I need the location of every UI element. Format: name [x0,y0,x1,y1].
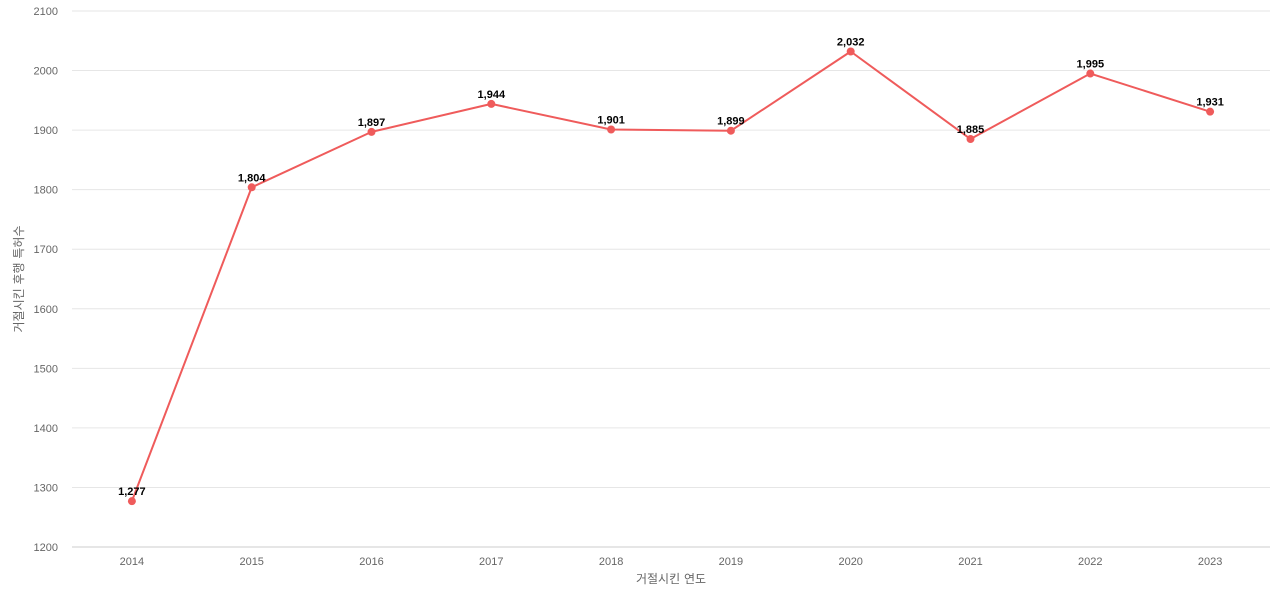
data-point[interactable] [487,99,496,108]
y-tick-label: 1500 [34,363,58,375]
y-tick-label: 1600 [34,304,58,316]
y-tick-label: 1300 [34,482,58,494]
data-label: 2,032 [837,36,865,48]
x-tick-label: 2019 [719,556,743,568]
x-tick-label: 2022 [1078,556,1102,568]
data-label: 1,897 [358,117,386,129]
x-tick-label: 2020 [838,556,862,568]
x-tick-label: 2014 [120,556,144,568]
data-point[interactable] [127,497,136,506]
grid-layer [72,10,1270,488]
x-tick-label: 2017 [479,556,503,568]
data-point[interactable] [846,47,855,56]
x-tick-label: 2021 [958,556,982,568]
data-point[interactable] [1206,107,1215,116]
x-tick-label: 2023 [1198,556,1222,568]
series-layer [127,47,1215,506]
data-label: 1,944 [478,89,506,101]
y-axis-title: 거절시킨 후행 특허수 [11,226,26,333]
data-label: 1,931 [1196,97,1224,109]
series-line [130,50,1211,502]
y-tick-label: 2100 [34,6,58,18]
data-label: 1,804 [238,172,266,184]
y-tick-label: 1700 [34,244,58,256]
data-label: 1,899 [717,116,745,128]
data-point[interactable] [247,183,256,192]
x-tick-label: 2016 [359,556,383,568]
data-label-layer: 1,277 1,804 1,897 1,944 1,901 1,899 2,032 1,885… [118,36,1224,498]
y-tick-label: 2000 [34,66,58,78]
data-point[interactable] [607,125,616,134]
axis-layer: 1200 1300 1400 1500 1600 1700 1800 1900 2000 2100… [34,6,1270,568]
x-tick-label: 2018 [599,556,623,568]
data-point[interactable] [966,135,975,144]
data-point[interactable] [367,127,376,136]
data-label: 1,885 [957,124,985,136]
y-tick-label: 1800 [34,185,58,197]
y-tick-label: 1200 [34,542,58,554]
data-point[interactable] [1086,69,1095,78]
data-label: 1,995 [1077,59,1105,71]
data-label: 1,901 [597,115,625,127]
x-axis-title: 거절시킨 연도 [636,572,706,586]
data-label: 1,277 [118,486,146,498]
x-tick-label: 2015 [239,556,263,568]
data-point[interactable] [726,126,735,135]
y-tick-label: 1400 [34,423,58,435]
y-tick-label: 1900 [34,125,58,137]
